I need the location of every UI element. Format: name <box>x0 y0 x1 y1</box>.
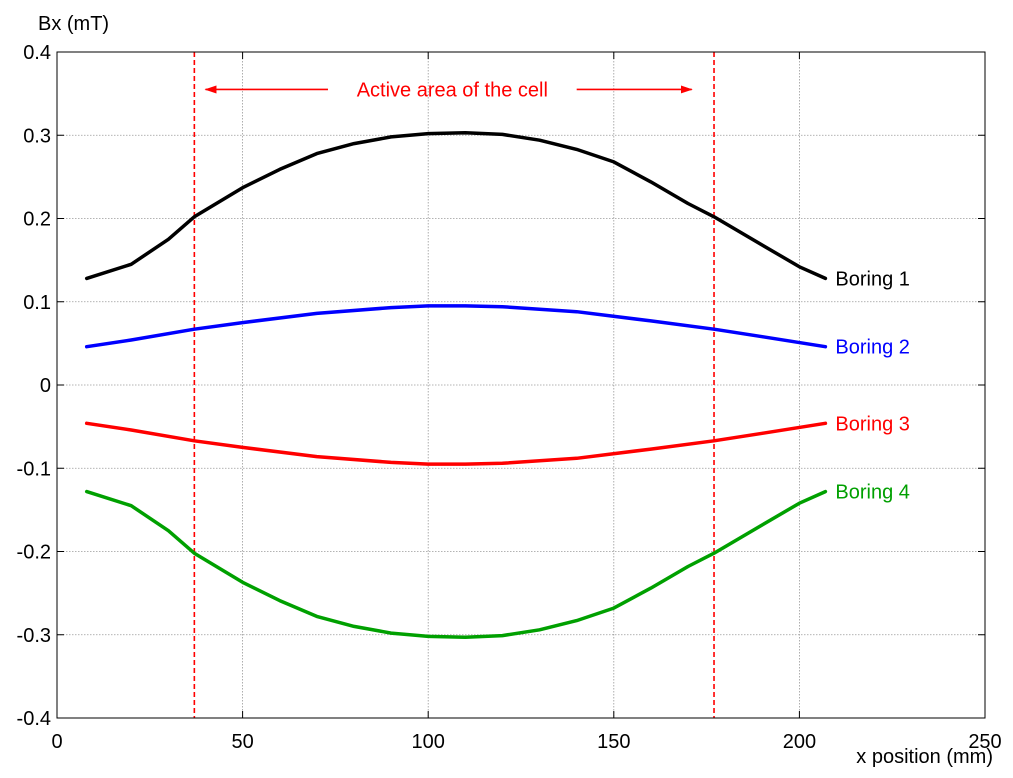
x-tick-label: 50 <box>231 731 253 753</box>
series-label-4: Boring 4 <box>835 482 910 504</box>
series-label-2: Boring 2 <box>835 337 910 359</box>
y-tick-label: 0.2 <box>23 209 51 231</box>
y-tick-label: -0.2 <box>17 542 51 564</box>
x-tick-label: 200 <box>783 731 816 753</box>
x-tick-label: 250 <box>968 731 1001 753</box>
y-tick-label: -0.4 <box>17 708 51 730</box>
annotation: Active area of the cell <box>204 79 693 101</box>
active-area-label: Active area of the cell <box>357 79 548 101</box>
series-labels: Boring 1 Boring 2 Boring 3 Boring 4 <box>835 268 910 503</box>
y-tick-label: 0 <box>40 375 51 397</box>
y-axis-label: Bx (mT) <box>38 13 109 35</box>
y-tick-label: 0.3 <box>23 125 51 147</box>
series-line-2 <box>84 304 828 349</box>
y-tick-label: 0.4 <box>23 42 51 64</box>
x-tick-label: 100 <box>412 731 445 753</box>
x-tick-label: 0 <box>51 731 62 753</box>
axis-ticks: 0 50 100 150 200 250 -0.4 -0.3 -0.2 -0.1 0 0.1 0.2 0.… <box>17 42 1002 753</box>
series-line-3 <box>84 421 828 466</box>
series-line-4 <box>84 489 828 639</box>
series-lines <box>84 131 828 639</box>
series-line-1 <box>84 131 828 281</box>
y-tick-label: -0.1 <box>17 458 51 480</box>
x-axis-label: x position (mm) <box>856 746 993 768</box>
x-tick-label: 150 <box>597 731 630 753</box>
plot-background <box>57 52 985 718</box>
y-tick-label: -0.3 <box>17 625 51 647</box>
series-label-1: Boring 1 <box>835 268 910 290</box>
active-area-boundaries <box>193 52 715 718</box>
series-label-3: Boring 3 <box>835 413 910 435</box>
y-tick-label: 0.1 <box>23 292 51 314</box>
